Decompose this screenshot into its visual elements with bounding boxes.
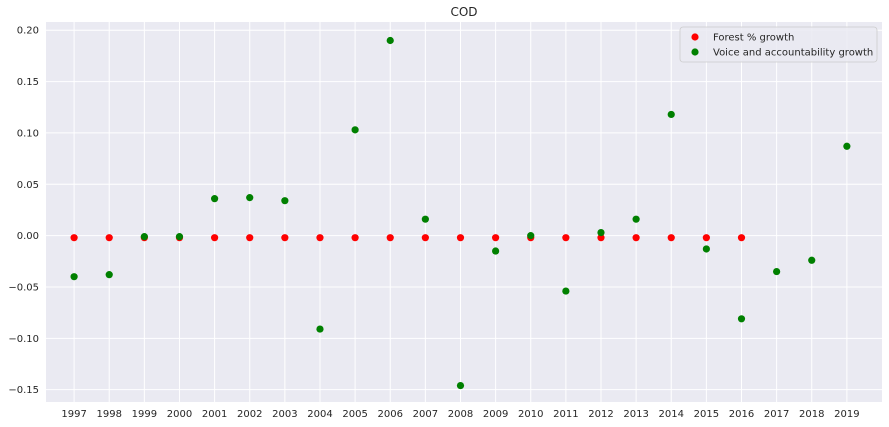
legend-marker — [691, 33, 699, 41]
legend-entry: Voice and accountability growth — [713, 48, 873, 59]
data-point — [211, 195, 219, 203]
series-forest-growth — [70, 234, 746, 242]
data-point — [70, 234, 78, 242]
data-point — [562, 287, 570, 295]
x-tick-label: 2017 — [764, 409, 789, 420]
x-tick-label: 2010 — [518, 409, 543, 420]
data-point — [667, 110, 675, 119]
data-point — [386, 36, 394, 45]
data-point — [737, 315, 746, 323]
data-point — [492, 247, 500, 255]
x-tick-label: 2018 — [799, 409, 824, 420]
x-tick-label: 2014 — [659, 409, 684, 420]
data-point — [808, 256, 816, 264]
data-point — [70, 273, 78, 281]
data-point — [211, 234, 219, 242]
x-tick-label: 2019 — [834, 409, 859, 420]
y-axis-ticks: −0.15 −0.10 −0.05 0.00 0.05 0.10 0.15 0.20 — [8, 26, 39, 396]
x-tick-label: 1999 — [132, 409, 157, 420]
x-tick-label: 2000 — [167, 409, 192, 420]
legend-entry: Forest % growth — [713, 33, 794, 44]
x-tick-label: 2016 — [729, 409, 754, 420]
x-tick-label: 2007 — [413, 409, 438, 420]
data-point — [527, 232, 535, 240]
data-point — [632, 234, 640, 242]
x-tick-label: 2011 — [553, 409, 578, 420]
grid — [46, 22, 882, 402]
data-point — [492, 234, 500, 242]
y-tick-label: 0.00 — [17, 231, 39, 242]
x-tick-label: 2005 — [342, 409, 367, 420]
legend-marker — [691, 48, 699, 56]
chart-title: COD — [450, 5, 477, 19]
data-point — [597, 228, 605, 237]
data-point — [351, 234, 359, 242]
legend-frame — [679, 26, 878, 63]
x-tick-label: 2013 — [623, 409, 648, 420]
y-tick-label: −0.05 — [8, 282, 39, 293]
data-point — [456, 381, 465, 390]
data-point — [105, 271, 113, 279]
data-point — [140, 233, 148, 241]
data-point — [702, 245, 710, 253]
plot-background — [46, 22, 882, 402]
x-tick-label: 2003 — [272, 409, 297, 420]
x-tick-label: 2009 — [483, 409, 508, 420]
data-point — [316, 325, 324, 333]
data-point — [281, 234, 289, 242]
x-tick-label: 2008 — [448, 409, 473, 420]
data-point — [773, 267, 781, 276]
data-point — [316, 234, 324, 242]
data-point — [351, 126, 359, 134]
data-point — [421, 234, 429, 242]
x-tick-label: 2004 — [307, 409, 332, 420]
x-tick-label: 2002 — [237, 409, 262, 420]
y-tick-label: 0.10 — [17, 128, 39, 139]
y-tick-label: 0.05 — [17, 180, 39, 191]
data-point — [737, 234, 746, 242]
data-points — [70, 36, 851, 390]
data-point — [562, 234, 570, 242]
x-tick-label: 2015 — [694, 409, 719, 420]
data-point — [246, 234, 254, 242]
data-point — [632, 215, 640, 223]
y-tick-label: 0.15 — [17, 77, 39, 88]
data-point — [597, 234, 605, 242]
legend: Forest % growth Voice and accountability … — [679, 26, 878, 63]
x-tick-label: 2006 — [378, 409, 403, 420]
y-tick-label: −0.10 — [8, 334, 39, 345]
y-tick-label: −0.15 — [8, 385, 39, 396]
data-point — [456, 234, 465, 242]
data-point — [843, 142, 851, 150]
x-tick-label: 2001 — [202, 409, 227, 420]
data-point — [702, 234, 710, 242]
data-point — [105, 234, 113, 242]
data-point — [421, 215, 429, 223]
data-point — [386, 234, 394, 242]
data-point — [246, 194, 254, 202]
series-voice-accountability-growth — [70, 36, 851, 390]
x-axis-ticks: 1997 1998 1999 2000 2001 2002 2003 2004 2005 2006… — [61, 409, 859, 420]
x-tick-label: 1997 — [61, 409, 86, 420]
data-point — [281, 197, 289, 205]
x-tick-label: 2012 — [588, 409, 613, 420]
y-tick-label: 0.20 — [17, 26, 39, 37]
data-point — [667, 234, 675, 242]
x-tick-label: 1998 — [97, 409, 122, 420]
data-point — [175, 233, 184, 241]
